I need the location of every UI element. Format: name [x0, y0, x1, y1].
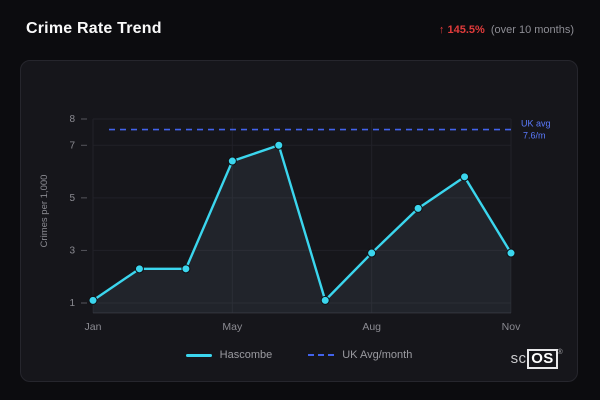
scos-logo: sc OS ®	[510, 348, 563, 369]
chart-card: 1 3 5 7 8 Jan May Aug Nov UK avg 7.6/m Crimes per 1…	[20, 60, 578, 382]
hascombe-line-swatch-icon	[185, 353, 212, 357]
legend-item-hascombe[interactable]: Hascombe	[185, 349, 273, 361]
crime-trend-chart: 1 3 5 7 8 Jan May Aug Nov UK avg 7.6/m Crimes per 1…	[39, 114, 551, 333]
svg-text:7: 7	[69, 140, 75, 151]
change-note: (over 10 months)	[490, 24, 574, 36]
svg-text:Jan: Jan	[85, 321, 102, 333]
svg-text:Nov: Nov	[502, 321, 521, 333]
logo-registered-mark: ®	[557, 348, 563, 356]
legend-item-uk-avg[interactable]: UK Avg/month	[308, 349, 412, 361]
svg-text:7.6/m: 7.6/m	[523, 131, 546, 141]
legend-label-hascombe: Hascombe	[219, 349, 273, 361]
chart-legend: Hascombe UK Avg/month	[21, 349, 577, 361]
svg-text:5: 5	[69, 193, 75, 204]
logo-box: OS	[527, 348, 558, 369]
svg-text:UK avg: UK avg	[521, 119, 551, 129]
change-percent: 145.5%	[447, 24, 485, 36]
svg-text:Crimes per 1,000: Crimes per 1,000	[39, 175, 50, 248]
svg-text:Aug: Aug	[362, 321, 381, 333]
svg-text:1: 1	[69, 298, 75, 309]
svg-text:3: 3	[69, 245, 75, 256]
svg-text:8: 8	[69, 114, 75, 125]
uk-avg-dash-swatch-icon	[308, 354, 335, 356]
page-header: Crime Rate Trend ↑ 145.5% (over 10 month…	[0, 0, 600, 48]
svg-text:May: May	[222, 321, 243, 333]
legend-label-uk-avg: UK Avg/month	[342, 349, 413, 361]
up-arrow-icon: ↑	[438, 24, 445, 36]
logo-prefix: sc	[510, 349, 527, 367]
page-title: Crime Rate Trend	[26, 20, 162, 37]
change-stat: ↑ 145.5% (over 10 months)	[439, 24, 574, 36]
